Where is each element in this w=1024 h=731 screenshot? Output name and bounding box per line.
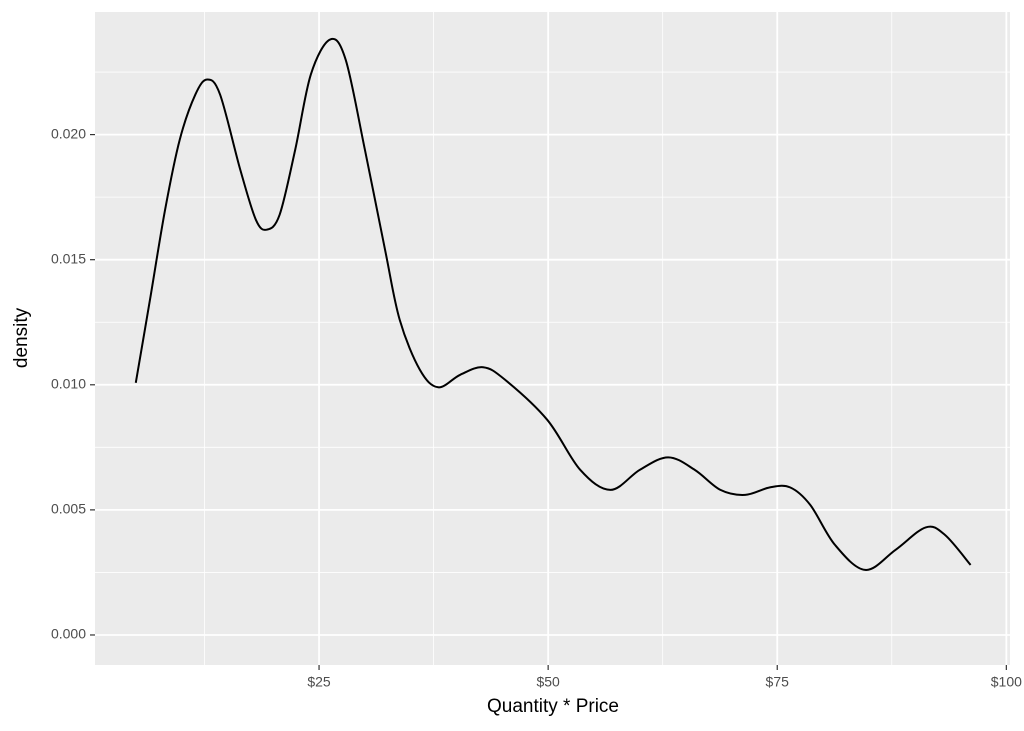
y-tick-label: 0.015: [51, 250, 86, 266]
x-tick-label: $25: [307, 674, 331, 690]
x-tick-label: $75: [766, 674, 790, 690]
y-tick-label: 0.020: [51, 125, 86, 141]
plot-panel: [95, 12, 1010, 665]
y-tick-label: 0.010: [51, 375, 86, 391]
y-tick-label: 0.000: [51, 626, 86, 642]
x-axis-title: Quantity * Price: [487, 696, 619, 717]
x-tick-label: $50: [536, 674, 560, 690]
x-tick-label: $100: [991, 674, 1022, 690]
y-tick-label: 0.005: [51, 501, 86, 517]
density-line: [134, 37, 972, 571]
y-axis-title: density: [11, 307, 32, 368]
